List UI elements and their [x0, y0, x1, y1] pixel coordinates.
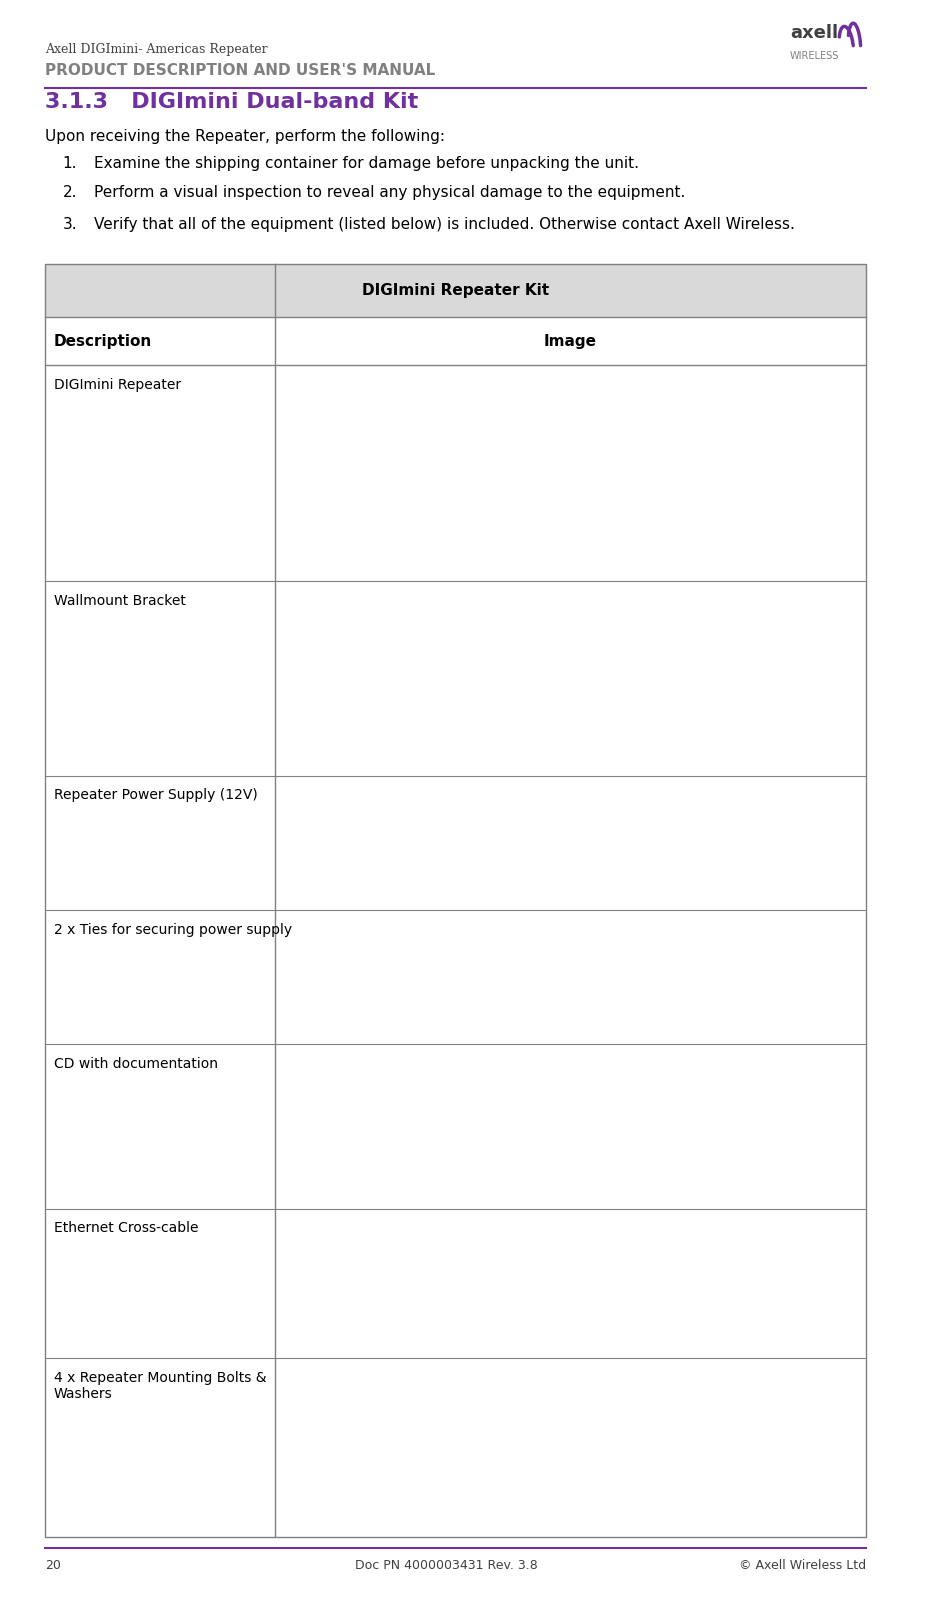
Text: DIGImini Repeater Kit: DIGImini Repeater Kit [361, 283, 549, 298]
Text: 3.: 3. [62, 218, 77, 232]
Text: WIRELESS: WIRELESS [790, 51, 839, 61]
Text: Examine the shipping container for damage before unpacking the unit.: Examine the shipping container for damag… [94, 157, 639, 171]
Text: Verify that all of the equipment (listed below) is included. Otherwise contact A: Verify that all of the equipment (listed… [94, 218, 794, 232]
Text: Perform a visual inspection to reveal any physical damage to the equipment.: Perform a visual inspection to reveal an… [94, 186, 685, 200]
Text: Doc PN 4000003431 Rev. 3.8: Doc PN 4000003431 Rev. 3.8 [355, 1559, 538, 1572]
Text: 1.: 1. [62, 157, 77, 171]
Bar [44, 264, 866, 1537]
Text: Image: Image [544, 333, 597, 349]
Text: 20: 20 [44, 1559, 60, 1572]
Text: Axell DIGImini- Americas Repeater: Axell DIGImini- Americas Repeater [44, 43, 267, 56]
Text: Repeater Power Supply (12V): Repeater Power Supply (12V) [54, 788, 257, 802]
Text: 4 x Repeater Mounting Bolts &
Washers: 4 x Repeater Mounting Bolts & Washers [54, 1370, 266, 1401]
Text: DIGImini Repeater: DIGImini Repeater [54, 378, 181, 392]
Bar [44, 264, 866, 317]
Text: CD with documentation: CD with documentation [54, 1057, 217, 1071]
Text: Wallmount Bracket: Wallmount Bracket [54, 594, 185, 608]
Text: Description: Description [54, 333, 152, 349]
Text: 2.: 2. [62, 186, 77, 200]
Text: 2 x Ties for securing power supply: 2 x Ties for securing power supply [54, 922, 292, 937]
Text: Ethernet Cross-cable: Ethernet Cross-cable [54, 1222, 198, 1236]
Text: © Axell Wireless Ltd: © Axell Wireless Ltd [739, 1559, 866, 1572]
Text: 3.1.3   DIGImini Dual-band Kit: 3.1.3 DIGImini Dual-band Kit [44, 93, 418, 112]
Text: axell: axell [790, 24, 838, 42]
Text: PRODUCT DESCRIPTION AND USER'S MANUAL: PRODUCT DESCRIPTION AND USER'S MANUAL [44, 64, 435, 78]
Text: Upon receiving the Repeater, perform the following:: Upon receiving the Repeater, perform the… [44, 130, 445, 144]
